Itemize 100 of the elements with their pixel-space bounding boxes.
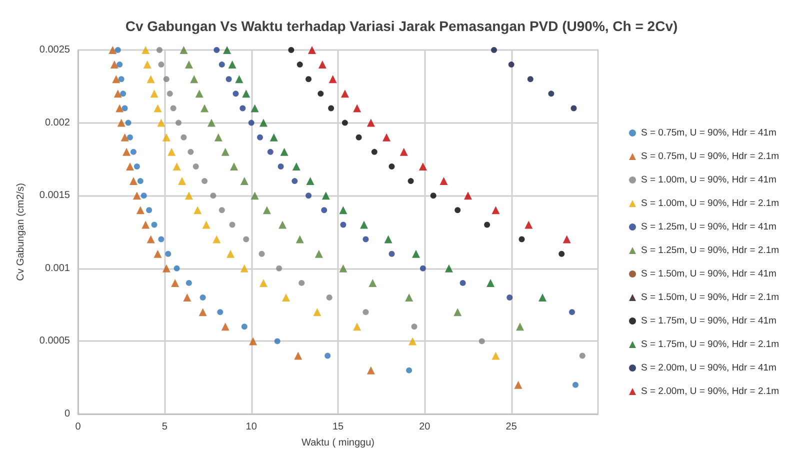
point: [184, 192, 193, 200]
point: [202, 220, 210, 229]
point: [235, 75, 244, 84]
point: [538, 294, 547, 302]
point: [405, 294, 414, 302]
point: [134, 163, 140, 170]
point: [240, 177, 248, 186]
point: [184, 60, 193, 69]
point: [484, 222, 490, 228]
point: [318, 90, 324, 97]
point: [198, 308, 207, 316]
point: [326, 294, 332, 301]
point: [200, 104, 209, 112]
legend-label: S = 0.75m, U = 90%, Hdr = 2.1m: [641, 151, 780, 162]
point: [524, 220, 533, 229]
legend-label: S = 1.75m, U = 90%, Hdr = 2.1m: [641, 339, 780, 350]
point: [514, 380, 522, 389]
point: [108, 46, 117, 54]
point: [518, 236, 525, 242]
point: [411, 324, 418, 330]
point: [444, 264, 453, 272]
point: [353, 104, 362, 112]
point: [151, 222, 158, 228]
point: [240, 105, 246, 112]
point: [356, 134, 362, 140]
point: [267, 148, 274, 155]
point: [200, 294, 206, 301]
point: [340, 222, 346, 228]
point: [366, 366, 375, 374]
legend-label: S = 2.00m, U = 90%, Hdr = 2.1m: [641, 386, 780, 397]
point: [186, 280, 192, 286]
point: [328, 75, 337, 84]
y-tick-label: 0.001: [44, 262, 70, 274]
point: [412, 250, 420, 258]
point: [229, 222, 236, 228]
point: [288, 47, 294, 53]
legend-label: S = 1.00m, U = 90%, Hdr = 41m: [641, 174, 777, 186]
point: [127, 134, 133, 140]
point: [454, 207, 461, 214]
point: [324, 352, 331, 359]
point: [339, 264, 348, 272]
point: [165, 250, 172, 257]
point: [250, 192, 259, 200]
point: [242, 90, 250, 98]
point: [114, 47, 121, 53]
point: [122, 105, 128, 112]
point: [362, 236, 369, 242]
point: [143, 60, 152, 69]
point: [188, 148, 194, 155]
point: [162, 264, 170, 272]
point: [226, 76, 232, 82]
point: [508, 62, 514, 68]
point: [190, 75, 198, 84]
point: [158, 236, 164, 242]
point: [259, 118, 268, 127]
point: [366, 118, 375, 127]
legend-label: S = 2.00m, U = 90%, Hdr = 41m: [641, 362, 777, 374]
point: [292, 178, 298, 184]
point: [569, 309, 575, 316]
point: [214, 47, 220, 53]
point: [322, 192, 330, 200]
point: [116, 104, 124, 112]
point: [478, 338, 485, 344]
point: [492, 352, 500, 360]
point: [168, 148, 176, 156]
x-tick-label: 20: [419, 422, 431, 432]
point: [112, 75, 120, 84]
point: [142, 220, 150, 229]
point: [579, 352, 586, 359]
point: [180, 134, 187, 140]
point: [280, 148, 288, 156]
point: [282, 294, 290, 302]
point: [313, 308, 322, 316]
point: [114, 90, 122, 98]
point: [195, 90, 204, 98]
point: [136, 206, 144, 214]
point: [241, 324, 248, 330]
point: [306, 76, 312, 82]
point: [158, 62, 164, 68]
point: [368, 278, 377, 287]
point: [156, 47, 162, 53]
point: [223, 46, 232, 54]
point: [257, 134, 263, 140]
point: [171, 278, 180, 287]
point: [218, 207, 225, 214]
point: [460, 280, 466, 286]
point: [400, 148, 408, 156]
point: [157, 118, 166, 127]
point: [491, 47, 497, 53]
point: [278, 163, 284, 170]
point: [125, 120, 132, 126]
point: [207, 118, 216, 127]
x-tick-label: 25: [506, 422, 518, 432]
legend-label: S = 1.00m, U = 90%, Hdr = 2.1m: [641, 198, 780, 209]
point: [278, 220, 287, 229]
point: [212, 235, 221, 244]
point: [548, 90, 554, 97]
point: [408, 337, 417, 346]
point: [328, 105, 334, 112]
point: [214, 133, 222, 142]
